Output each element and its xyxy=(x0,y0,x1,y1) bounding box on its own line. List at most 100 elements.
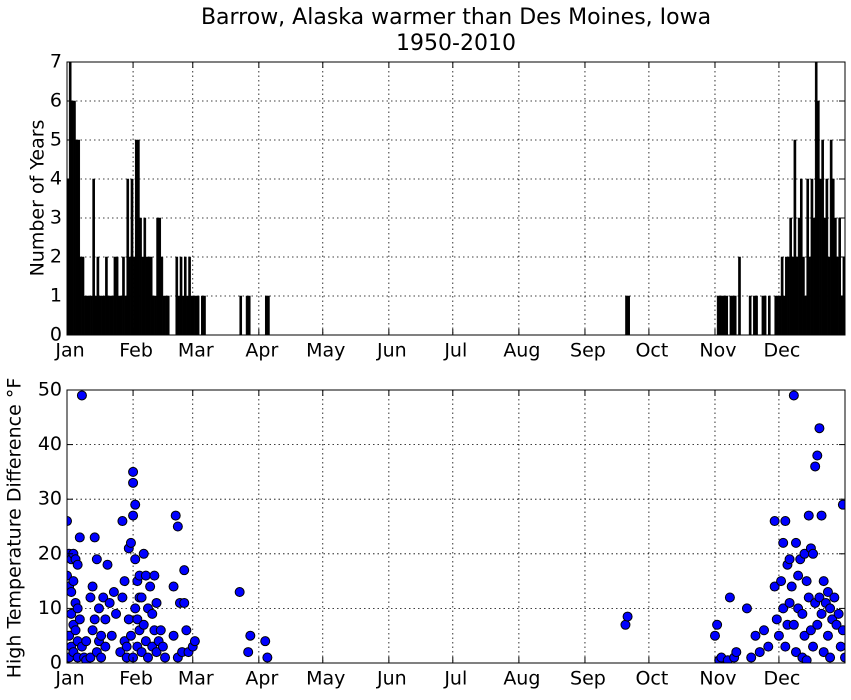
y-tick-label: 30 xyxy=(38,488,62,510)
y-tick-label: 0 xyxy=(50,652,62,674)
bar xyxy=(100,295,104,335)
bar xyxy=(823,217,827,335)
point xyxy=(100,641,111,652)
point xyxy=(189,636,200,647)
point xyxy=(840,652,845,663)
point xyxy=(149,570,160,581)
x-tick-label: Apr xyxy=(245,340,278,362)
bar xyxy=(264,295,268,335)
point xyxy=(100,614,111,625)
x-tick-label: Sep xyxy=(570,668,606,690)
point xyxy=(833,608,844,619)
bar xyxy=(115,256,119,335)
point xyxy=(780,516,791,527)
y-tick-label: 0 xyxy=(50,324,62,346)
x-tick-label: May xyxy=(306,668,345,690)
point xyxy=(808,548,819,559)
bar xyxy=(81,256,85,335)
y-tick-label: 10 xyxy=(38,597,62,619)
point xyxy=(130,499,141,510)
bar xyxy=(625,295,628,335)
bar xyxy=(120,295,123,335)
point xyxy=(790,537,801,548)
point xyxy=(778,537,789,548)
bar xyxy=(183,256,187,335)
point xyxy=(140,636,151,647)
point xyxy=(128,510,139,521)
x-tick-label: Nov xyxy=(699,340,736,362)
x-tick-label: Aug xyxy=(503,668,540,690)
bar xyxy=(201,295,204,335)
bar xyxy=(627,295,630,335)
bar xyxy=(768,295,771,335)
point xyxy=(87,581,98,592)
bar xyxy=(145,256,149,335)
point xyxy=(67,516,72,527)
point xyxy=(132,614,143,625)
bar xyxy=(194,295,198,335)
point xyxy=(76,390,87,401)
bar xyxy=(92,178,95,335)
point xyxy=(776,576,787,587)
point xyxy=(778,603,789,614)
x-tick-label: Feb xyxy=(119,340,153,362)
bar xyxy=(763,295,767,335)
bar xyxy=(812,217,816,335)
bar xyxy=(721,295,724,335)
bar xyxy=(829,139,833,335)
bar xyxy=(181,295,185,335)
x-tick-label: Dec xyxy=(764,668,801,690)
bar xyxy=(723,295,726,335)
point xyxy=(85,652,96,663)
bar xyxy=(787,256,790,335)
y-axis-label: Number of Years xyxy=(27,120,49,277)
bar xyxy=(789,217,792,335)
bar xyxy=(94,295,98,335)
y-tick-label: 6 xyxy=(50,90,62,112)
point xyxy=(731,647,742,658)
bar xyxy=(160,256,164,335)
point xyxy=(812,619,823,630)
point xyxy=(773,630,784,641)
x-tick-label: Mar xyxy=(178,668,214,690)
x-tick-label: Nov xyxy=(699,668,736,690)
point xyxy=(72,559,83,570)
bar xyxy=(113,256,117,335)
point xyxy=(771,614,782,625)
bar xyxy=(130,178,134,335)
point xyxy=(822,587,833,598)
point xyxy=(829,592,840,603)
bar xyxy=(105,256,108,335)
bar xyxy=(731,295,735,335)
bar xyxy=(725,295,729,335)
x-tick-label: Dec xyxy=(764,340,801,362)
point xyxy=(825,603,836,614)
point xyxy=(106,630,117,641)
bar xyxy=(782,295,786,335)
point xyxy=(793,570,804,581)
point xyxy=(814,592,825,603)
bar xyxy=(203,295,206,335)
point xyxy=(805,625,816,636)
bar xyxy=(96,256,100,335)
point xyxy=(801,576,812,587)
bar xyxy=(825,178,829,335)
point xyxy=(818,576,829,587)
bar xyxy=(247,295,251,335)
x-tick-label: Sep xyxy=(570,340,606,362)
bar xyxy=(791,256,795,335)
bar xyxy=(75,139,78,335)
bar xyxy=(152,295,155,335)
y-tick-label: 50 xyxy=(38,379,62,401)
point xyxy=(130,603,141,614)
point xyxy=(125,630,136,641)
x-tick-label: Feb xyxy=(119,668,153,690)
bar xyxy=(748,295,752,335)
point xyxy=(117,592,128,603)
bar xyxy=(177,295,181,335)
y-tick-label: 20 xyxy=(38,542,62,564)
bar xyxy=(126,178,130,335)
bar xyxy=(827,256,831,335)
point xyxy=(142,652,153,663)
point xyxy=(136,647,147,658)
